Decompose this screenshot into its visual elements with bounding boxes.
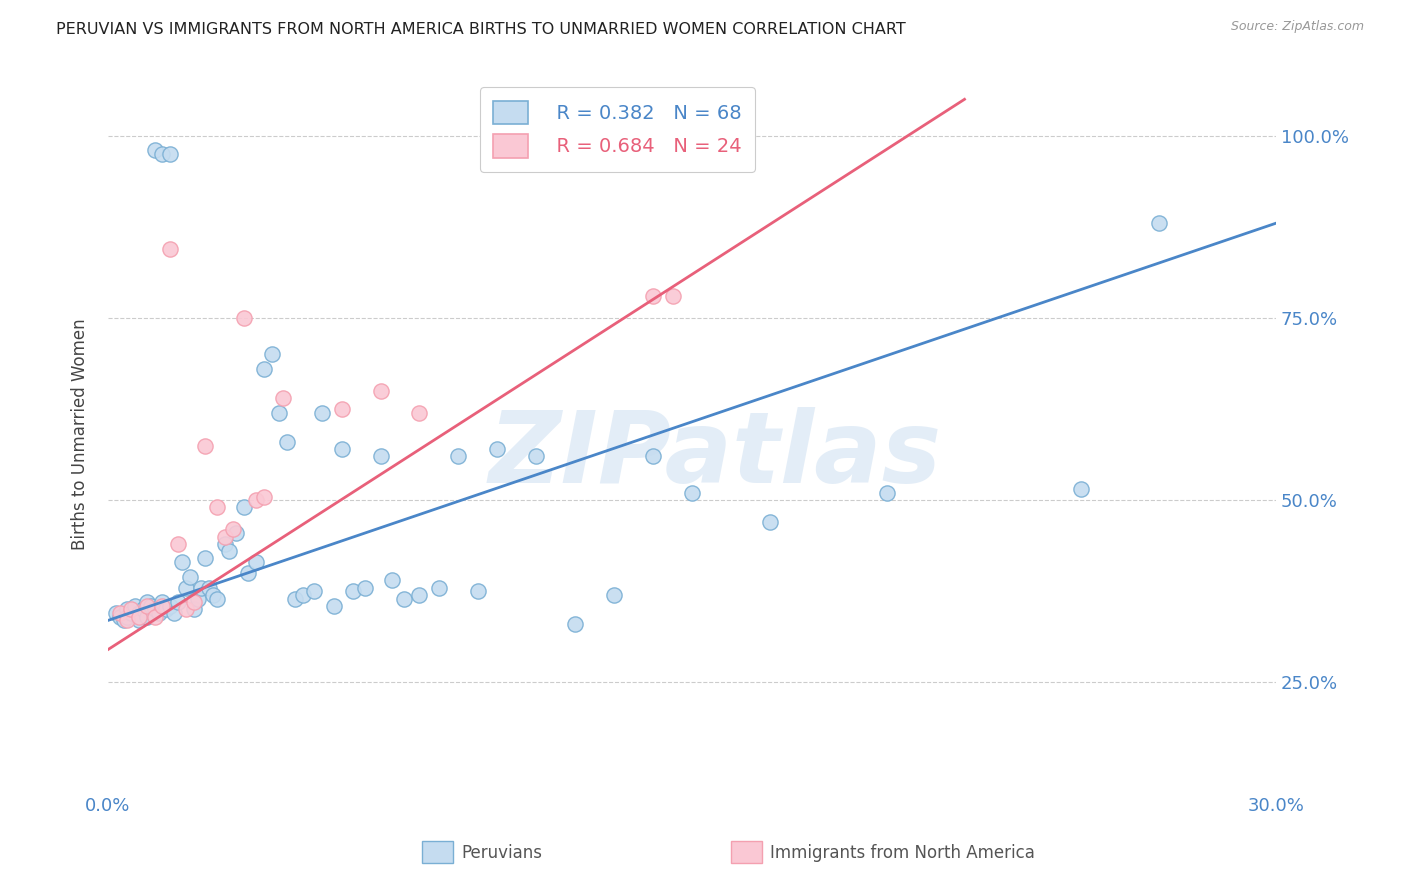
Point: [322, 599, 344, 613]
Text: Immigrants from North America: Immigrants from North America: [770, 844, 1035, 862]
Point: [354, 581, 377, 595]
Point: [179, 570, 201, 584]
Point: [245, 493, 267, 508]
Point: [135, 595, 157, 609]
Point: [408, 588, 430, 602]
Point: [163, 606, 186, 620]
Text: Source: ZipAtlas.com: Source: ZipAtlas.com: [1230, 20, 1364, 33]
Point: [117, 609, 139, 624]
Point: [152, 147, 174, 161]
Point: [183, 595, 205, 609]
Point: [139, 599, 162, 613]
Point: [603, 588, 626, 602]
Point: [159, 147, 181, 161]
Point: [205, 591, 228, 606]
Point: [342, 584, 364, 599]
Point: [260, 347, 283, 361]
Point: [284, 591, 307, 606]
Point: [128, 614, 150, 628]
Point: [276, 434, 298, 449]
Point: [152, 599, 174, 613]
Point: [135, 609, 157, 624]
Point: [202, 588, 225, 602]
Point: [408, 406, 430, 420]
Point: [170, 555, 193, 569]
Point: [311, 406, 333, 420]
Point: [392, 591, 415, 606]
Point: [198, 581, 221, 595]
Point: [467, 584, 489, 599]
Point: [1070, 482, 1092, 496]
Point: [120, 606, 142, 620]
Point: [214, 530, 236, 544]
Point: [253, 362, 276, 376]
Point: [304, 584, 326, 599]
Point: [112, 614, 135, 628]
Point: [1147, 216, 1170, 230]
Point: [194, 551, 217, 566]
Point: [236, 566, 259, 580]
Point: [330, 402, 353, 417]
Point: [167, 595, 190, 609]
Point: [155, 602, 177, 616]
Point: [381, 574, 404, 588]
Point: [148, 606, 170, 620]
Point: [253, 490, 276, 504]
Point: [152, 595, 174, 609]
Point: [167, 537, 190, 551]
Point: [117, 602, 139, 616]
Legend:   R = 0.382   N = 68,   R = 0.684   N = 24: R = 0.382 N = 68, R = 0.684 N = 24: [479, 87, 755, 171]
Point: [876, 486, 898, 500]
Point: [245, 555, 267, 569]
Point: [174, 581, 197, 595]
Point: [174, 602, 197, 616]
Point: [486, 442, 509, 457]
Point: [641, 289, 664, 303]
Point: [427, 581, 450, 595]
Point: [291, 588, 314, 602]
Point: [447, 450, 470, 464]
Point: [143, 609, 166, 624]
Text: PERUVIAN VS IMMIGRANTS FROM NORTH AMERICA BIRTHS TO UNMARRIED WOMEN CORRELATION : PERUVIAN VS IMMIGRANTS FROM NORTH AMERIC…: [56, 22, 905, 37]
Point: [104, 606, 127, 620]
Point: [218, 544, 240, 558]
Point: [214, 537, 236, 551]
Point: [143, 602, 166, 616]
Point: [120, 602, 142, 616]
Point: [564, 617, 586, 632]
Point: [221, 522, 243, 536]
Point: [225, 525, 247, 540]
Point: [233, 310, 256, 325]
Point: [108, 606, 131, 620]
Point: [370, 384, 392, 398]
Point: [641, 450, 664, 464]
Point: [233, 500, 256, 515]
Point: [186, 591, 208, 606]
Point: [159, 599, 181, 613]
Point: [681, 486, 703, 500]
Point: [128, 609, 150, 624]
Point: [194, 438, 217, 452]
Text: Peruvians: Peruvians: [461, 844, 543, 862]
Point: [135, 599, 157, 613]
Point: [370, 450, 392, 464]
Point: [108, 609, 131, 624]
Point: [269, 406, 291, 420]
Point: [183, 602, 205, 616]
Point: [524, 450, 547, 464]
Y-axis label: Births to Unmarried Women: Births to Unmarried Women: [72, 318, 89, 550]
Point: [132, 602, 155, 616]
Point: [271, 391, 294, 405]
Point: [117, 614, 139, 628]
Point: [128, 606, 150, 620]
Point: [190, 581, 212, 595]
Point: [143, 144, 166, 158]
Text: ZIPatlas: ZIPatlas: [489, 408, 942, 505]
Point: [159, 242, 181, 256]
Point: [124, 599, 146, 613]
Point: [330, 442, 353, 457]
Point: [759, 515, 782, 529]
Point: [205, 500, 228, 515]
Point: [661, 289, 683, 303]
